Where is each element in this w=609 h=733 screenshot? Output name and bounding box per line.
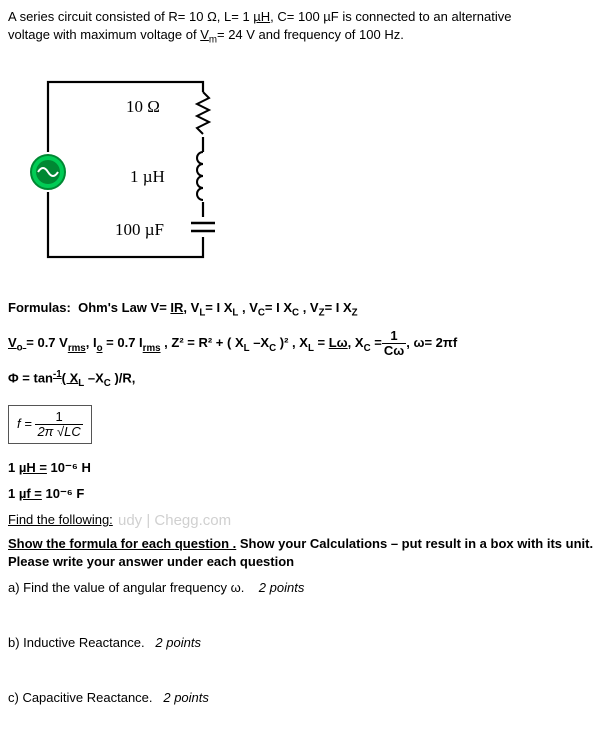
question-c: c) Capacitive Reactance. 2 points (8, 690, 601, 705)
q-a-text: a) Find the value of angular frequency ω… (8, 580, 244, 595)
problem-line2b: = 24 V and frequency of 100 Hz. (217, 27, 404, 42)
q-b-text: b) Inductive Reactance. (8, 635, 145, 650)
vl: VL= I XL , (191, 300, 250, 315)
formula-row-3: Φ = tan-1( XL –XC )/R, (8, 369, 601, 389)
l-label: 1 µH (130, 167, 165, 186)
formulas-title: Formulas: (8, 300, 71, 315)
question-a: a) Find the value of angular frequency ω… (8, 580, 601, 595)
watermark-text: udy | Chegg.com (118, 512, 231, 529)
problem-uH: µH (253, 9, 270, 24)
problem-line2a: voltage with maximum voltage of (8, 27, 200, 42)
vm-sub: m (209, 35, 217, 46)
q-b-pts: 2 points (155, 635, 201, 650)
circuit-svg: 10 Ω 1 µH 100 µF (18, 67, 248, 277)
problem-line1a: A series circuit consisted of R= 10 Ω, L… (8, 9, 253, 24)
show-instructions: Show the formula for each question . Sho… (8, 535, 601, 570)
unit-uh: 1 µH = 10⁻⁶ H (8, 460, 601, 476)
vz: VZ= I XZ (310, 300, 358, 315)
show-a: Show the formula for each (8, 536, 175, 551)
formula-row-2: Vo = 0.7 Vrms, Io = 0.7 Irms , Z² = R² +… (8, 329, 601, 359)
problem-statement: A series circuit consisted of R= 10 Ω, L… (8, 8, 601, 47)
q-a-pts: 2 points (259, 580, 305, 595)
find-following: Find the following: udy | Chegg.com (8, 512, 601, 527)
problem-line1b: , C= 100 µF is connected to an alternati… (270, 9, 511, 24)
formulas-block: Formulas: Ohm's Law V= IR, VL= I XL , VC… (8, 300, 601, 502)
q-c-text: c) Capacitive Reactance. (8, 690, 153, 705)
find-label: Find the following: (8, 512, 113, 527)
c-label: 100 µF (115, 220, 164, 239)
show-u: question . (175, 536, 236, 551)
unit-uf: 1 µf = 10⁻⁶ F (8, 486, 601, 502)
freq-box: f = 1 2π √LC (8, 405, 92, 445)
q-c-pts: 2 points (163, 690, 209, 705)
question-b: b) Inductive Reactance. 2 points (8, 635, 601, 650)
vc: VC= I XC , (249, 300, 310, 315)
r-label: 10 Ω (126, 97, 160, 116)
vm-v: V (200, 27, 209, 42)
circuit-diagram: 10 Ω 1 µH 100 µF (18, 67, 601, 280)
formula-freq: f = 1 2π √LC (8, 399, 601, 451)
ohm-ir: IR (170, 300, 183, 315)
ohm-a: Ohm's Law V= (78, 300, 170, 315)
problem-vm: Vm (200, 27, 217, 42)
formula-row-ohm: Formulas: Ohm's Law V= IR, VL= I XL , VC… (8, 300, 601, 319)
